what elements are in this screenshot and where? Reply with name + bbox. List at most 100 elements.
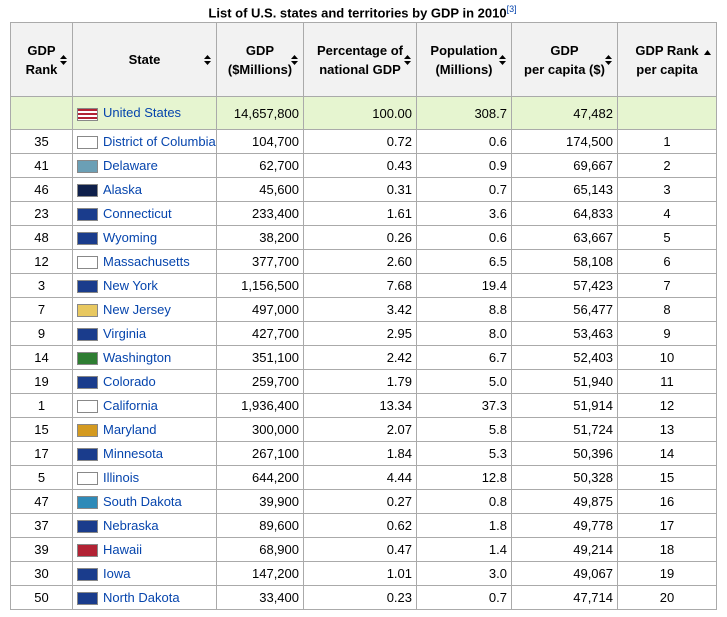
cell: 41 — [10, 153, 73, 178]
cell-text: 20 — [659, 590, 675, 605]
state-link[interactable]: Iowa — [103, 565, 131, 581]
cell-text: 100.00 — [372, 105, 412, 121]
state-link[interactable]: South Dakota — [103, 493, 182, 509]
cell: 49,067 — [511, 561, 618, 586]
cell-text: 53,463 — [573, 326, 613, 341]
cell-text: 0.43 — [386, 158, 412, 173]
state-row: 12 Massachusetts 377,700 2.60 6.5 58,108 6 — [10, 249, 717, 274]
header-row: GDP Rank State GDP ($Millions) Percentage of n… — [10, 22, 717, 97]
cell-text: 3 — [663, 182, 671, 197]
column-header[interactable]: GDP ($Millions) — [216, 22, 304, 97]
state-link[interactable]: North Dakota — [103, 589, 180, 605]
column-header[interactable]: GDP Rank per capita — [617, 22, 717, 97]
cell: 19.4 — [416, 273, 512, 298]
state-link[interactable]: California — [103, 397, 158, 413]
column-header[interactable]: Population (Millions) — [416, 22, 512, 97]
cell-text: 2.60 — [386, 254, 412, 269]
state-link[interactable]: Virginia — [103, 325, 147, 341]
cell: 14,657,800 — [216, 96, 304, 130]
state-link[interactable]: Hawaii — [103, 541, 143, 557]
cell: 50,396 — [511, 441, 618, 466]
cell-text: 5.0 — [488, 374, 507, 389]
cell-text: 0.47 — [386, 542, 412, 557]
cell-text: 18 — [659, 542, 675, 557]
cell: 12.8 — [416, 465, 512, 490]
cell-text: 9 — [37, 326, 46, 341]
cell-text: 62,700 — [259, 158, 299, 173]
flag-icon — [77, 448, 98, 462]
state-link[interactable]: Massachusetts — [103, 253, 190, 269]
cell: 37.3 — [416, 393, 512, 418]
state-link[interactable]: District of Columbia — [103, 133, 216, 149]
cell: 51,940 — [511, 369, 618, 394]
state-row: 5 Illinois 644,200 4.44 12.8 50,328 15 — [10, 465, 717, 490]
cell: 15 — [10, 417, 73, 442]
header-text: per capita ($) — [524, 61, 605, 77]
state-row: 19 Colorado 259,700 1.79 5.0 51,940 11 — [10, 369, 717, 394]
cell-text: 15 — [659, 470, 675, 485]
state-link[interactable]: Illinois — [103, 469, 140, 485]
cell: North Dakota — [72, 585, 217, 610]
reference[interactable]: [3] — [506, 4, 517, 14]
cell-text: 4 — [663, 206, 671, 221]
cell: 1,156,500 — [216, 273, 304, 298]
cell: 4 — [617, 201, 717, 226]
flag-icon — [77, 304, 98, 318]
state-link[interactable]: Wyoming — [103, 229, 158, 245]
cell-text: 13.34 — [379, 398, 412, 413]
state-row: 17 Minnesota 267,100 1.84 5.3 50,396 14 — [10, 441, 717, 466]
cell-text: 5 — [37, 470, 46, 485]
sort-icon — [605, 54, 612, 65]
state-link[interactable]: Maryland — [103, 421, 157, 437]
state-link[interactable]: New Jersey — [103, 301, 171, 317]
flag-icon — [77, 280, 98, 294]
flag-icon — [77, 136, 98, 150]
cell: 0.7 — [416, 177, 512, 202]
cell-text: 233,400 — [252, 206, 299, 221]
cell-text: 427,700 — [252, 326, 299, 341]
caption: List of U.S. states and territories by G… — [10, 4, 715, 20]
state-link[interactable]: Colorado — [103, 373, 156, 389]
state-link[interactable]: Washington — [103, 349, 172, 365]
cell-text: 30 — [34, 566, 49, 581]
cell-text: 50,396 — [573, 446, 613, 461]
cell: 51,914 — [511, 393, 618, 418]
cell-text: 1.8 — [488, 518, 507, 533]
cell-text: 1 — [37, 398, 46, 413]
flag-icon — [77, 544, 98, 558]
state-link[interactable]: Minnesota — [103, 445, 163, 461]
state-link[interactable]: United States — [103, 105, 182, 121]
cell-text: 49,778 — [573, 518, 613, 533]
state-link[interactable]: Delaware — [103, 157, 158, 173]
header-text: State — [128, 52, 161, 67]
cell: Virginia — [72, 321, 217, 346]
cell-text: 5 — [663, 230, 671, 245]
cell: 644,200 — [216, 465, 304, 490]
state-link[interactable]: Nebraska — [103, 517, 159, 533]
cell: 2.42 — [303, 345, 417, 370]
cell-text: 63,667 — [573, 230, 613, 245]
cell: 174,500 — [511, 129, 618, 154]
cell-text: 17 — [34, 446, 49, 461]
sort-icon — [204, 54, 211, 65]
cell: District of Columbia — [72, 129, 217, 154]
state-link[interactable]: New York — [103, 277, 158, 293]
cell-text: 6.5 — [488, 254, 507, 269]
flag-icon — [77, 496, 98, 510]
column-header[interactable]: State — [72, 22, 217, 97]
column-header[interactable]: GDP per capita ($) — [511, 22, 618, 97]
cell: 8.0 — [416, 321, 512, 346]
cell-text: 5.8 — [488, 422, 507, 437]
cell: 8 — [617, 297, 717, 322]
column-header[interactable]: Percentage of national GDP — [303, 22, 417, 97]
cell-text: 12 — [34, 254, 49, 269]
column-header[interactable]: GDP Rank — [10, 22, 73, 97]
cell-text: 45,600 — [259, 182, 299, 197]
cell: Nebraska — [72, 513, 217, 538]
cell: Delaware — [72, 153, 217, 178]
state-link[interactable]: Connecticut — [103, 205, 172, 221]
cell: 6 — [617, 249, 717, 274]
cell: 47,482 — [511, 96, 618, 130]
state-link[interactable]: Alaska — [103, 181, 143, 197]
cell: Wyoming — [72, 225, 217, 250]
